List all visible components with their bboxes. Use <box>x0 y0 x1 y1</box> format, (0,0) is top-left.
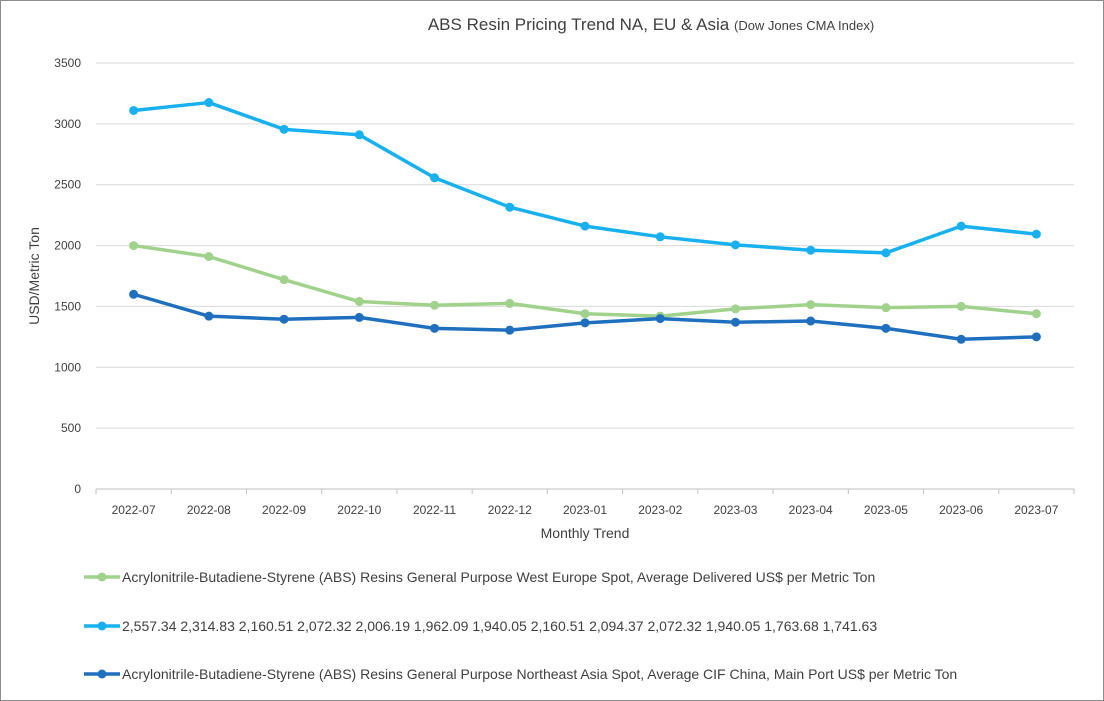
y-tick-label: 3500 <box>54 56 81 70</box>
data-point <box>129 289 139 299</box>
x-tick-label: 2023-04 <box>789 503 833 517</box>
legend-marker <box>97 621 107 631</box>
data-point <box>580 309 590 319</box>
y-tick-label: 2500 <box>54 178 81 192</box>
y-tick-label: 2000 <box>54 239 81 253</box>
data-point <box>655 314 665 324</box>
data-point <box>354 130 364 140</box>
legend-label: Acrylonitrile-Butadiene-Styrene (ABS) Re… <box>122 569 875 585</box>
data-point <box>354 297 364 307</box>
x-tick-label: 2023-02 <box>638 503 682 517</box>
data-point <box>129 241 139 251</box>
x-tick-label: 2022-10 <box>337 503 381 517</box>
legend-marker <box>97 669 107 679</box>
data-point <box>580 221 590 231</box>
data-point <box>279 314 289 324</box>
x-tick-label: 2023-06 <box>939 503 983 517</box>
legend-item: Acrylonitrile-Butadiene-Styrene (ABS) Re… <box>84 666 957 682</box>
data-point <box>956 301 966 311</box>
y-tick-label: 3000 <box>54 117 81 131</box>
data-point <box>956 221 966 231</box>
series-0 <box>129 241 1041 321</box>
x-tick-label: 2023-05 <box>864 503 908 517</box>
data-point <box>1031 309 1041 319</box>
x-tick-label: 2022-07 <box>112 503 156 517</box>
x-tick-label: 2023-07 <box>1014 503 1058 517</box>
data-point <box>655 232 665 242</box>
data-point <box>279 275 289 285</box>
chart-subtitle: (Dow Jones CMA Index) <box>734 18 874 33</box>
data-point <box>204 311 214 321</box>
data-point <box>730 317 740 327</box>
x-axis-label: Monthly Trend <box>541 525 630 541</box>
series-line <box>133 243 1037 318</box>
data-point <box>279 124 289 134</box>
x-tick-label: 2022-12 <box>488 503 532 517</box>
y-axis-label: USD/Metric Ton <box>26 227 42 325</box>
x-tick-label: 2022-11 <box>413 503 456 517</box>
legend-item: 2,557.34 2,314.83 2,160.51 2,072.32 2,00… <box>84 618 877 634</box>
data-point <box>1031 229 1041 239</box>
data-point <box>730 240 740 250</box>
data-point <box>430 323 440 333</box>
data-point <box>505 298 515 308</box>
legend-label: Acrylonitrile-Butadiene-Styrene (ABS) Re… <box>122 666 957 682</box>
data-point <box>956 334 966 344</box>
data-point <box>806 300 816 310</box>
series-2 <box>129 289 1041 344</box>
y-tick-label: 1000 <box>54 360 81 374</box>
data-point <box>806 245 816 255</box>
data-point <box>1031 332 1041 342</box>
chart-title: ABS Resin Pricing Trend NA, EU & Asia (D… <box>428 15 874 34</box>
chart-title-main: ABS Resin Pricing Trend NA, EU & Asia <box>428 15 730 34</box>
data-point <box>881 323 891 333</box>
data-point <box>505 202 515 212</box>
data-point <box>204 252 214 262</box>
data-point <box>129 105 139 115</box>
x-tick-label: 2023-03 <box>713 503 757 517</box>
x-tick-label: 2023-01 <box>563 503 607 517</box>
data-point <box>430 173 440 183</box>
data-point <box>881 303 891 313</box>
y-tick-label: 1500 <box>54 299 81 313</box>
x-tick-label: 2022-09 <box>262 503 306 517</box>
data-point <box>505 325 515 335</box>
data-point <box>204 98 214 108</box>
data-point <box>881 248 891 258</box>
data-point <box>580 318 590 328</box>
x-tick-label: 2022-08 <box>187 503 231 517</box>
series-1 <box>129 98 1041 258</box>
data-point <box>806 316 816 326</box>
y-tick-label: 0 <box>74 482 81 496</box>
legend-marker <box>97 572 107 582</box>
legend-item: Acrylonitrile-Butadiene-Styrene (ABS) Re… <box>84 569 875 585</box>
data-point <box>730 304 740 314</box>
legend-label: 2,557.34 2,314.83 2,160.51 2,072.32 2,00… <box>122 618 877 634</box>
data-point <box>354 312 364 322</box>
y-tick-label: 500 <box>61 421 81 435</box>
data-point <box>430 300 440 310</box>
